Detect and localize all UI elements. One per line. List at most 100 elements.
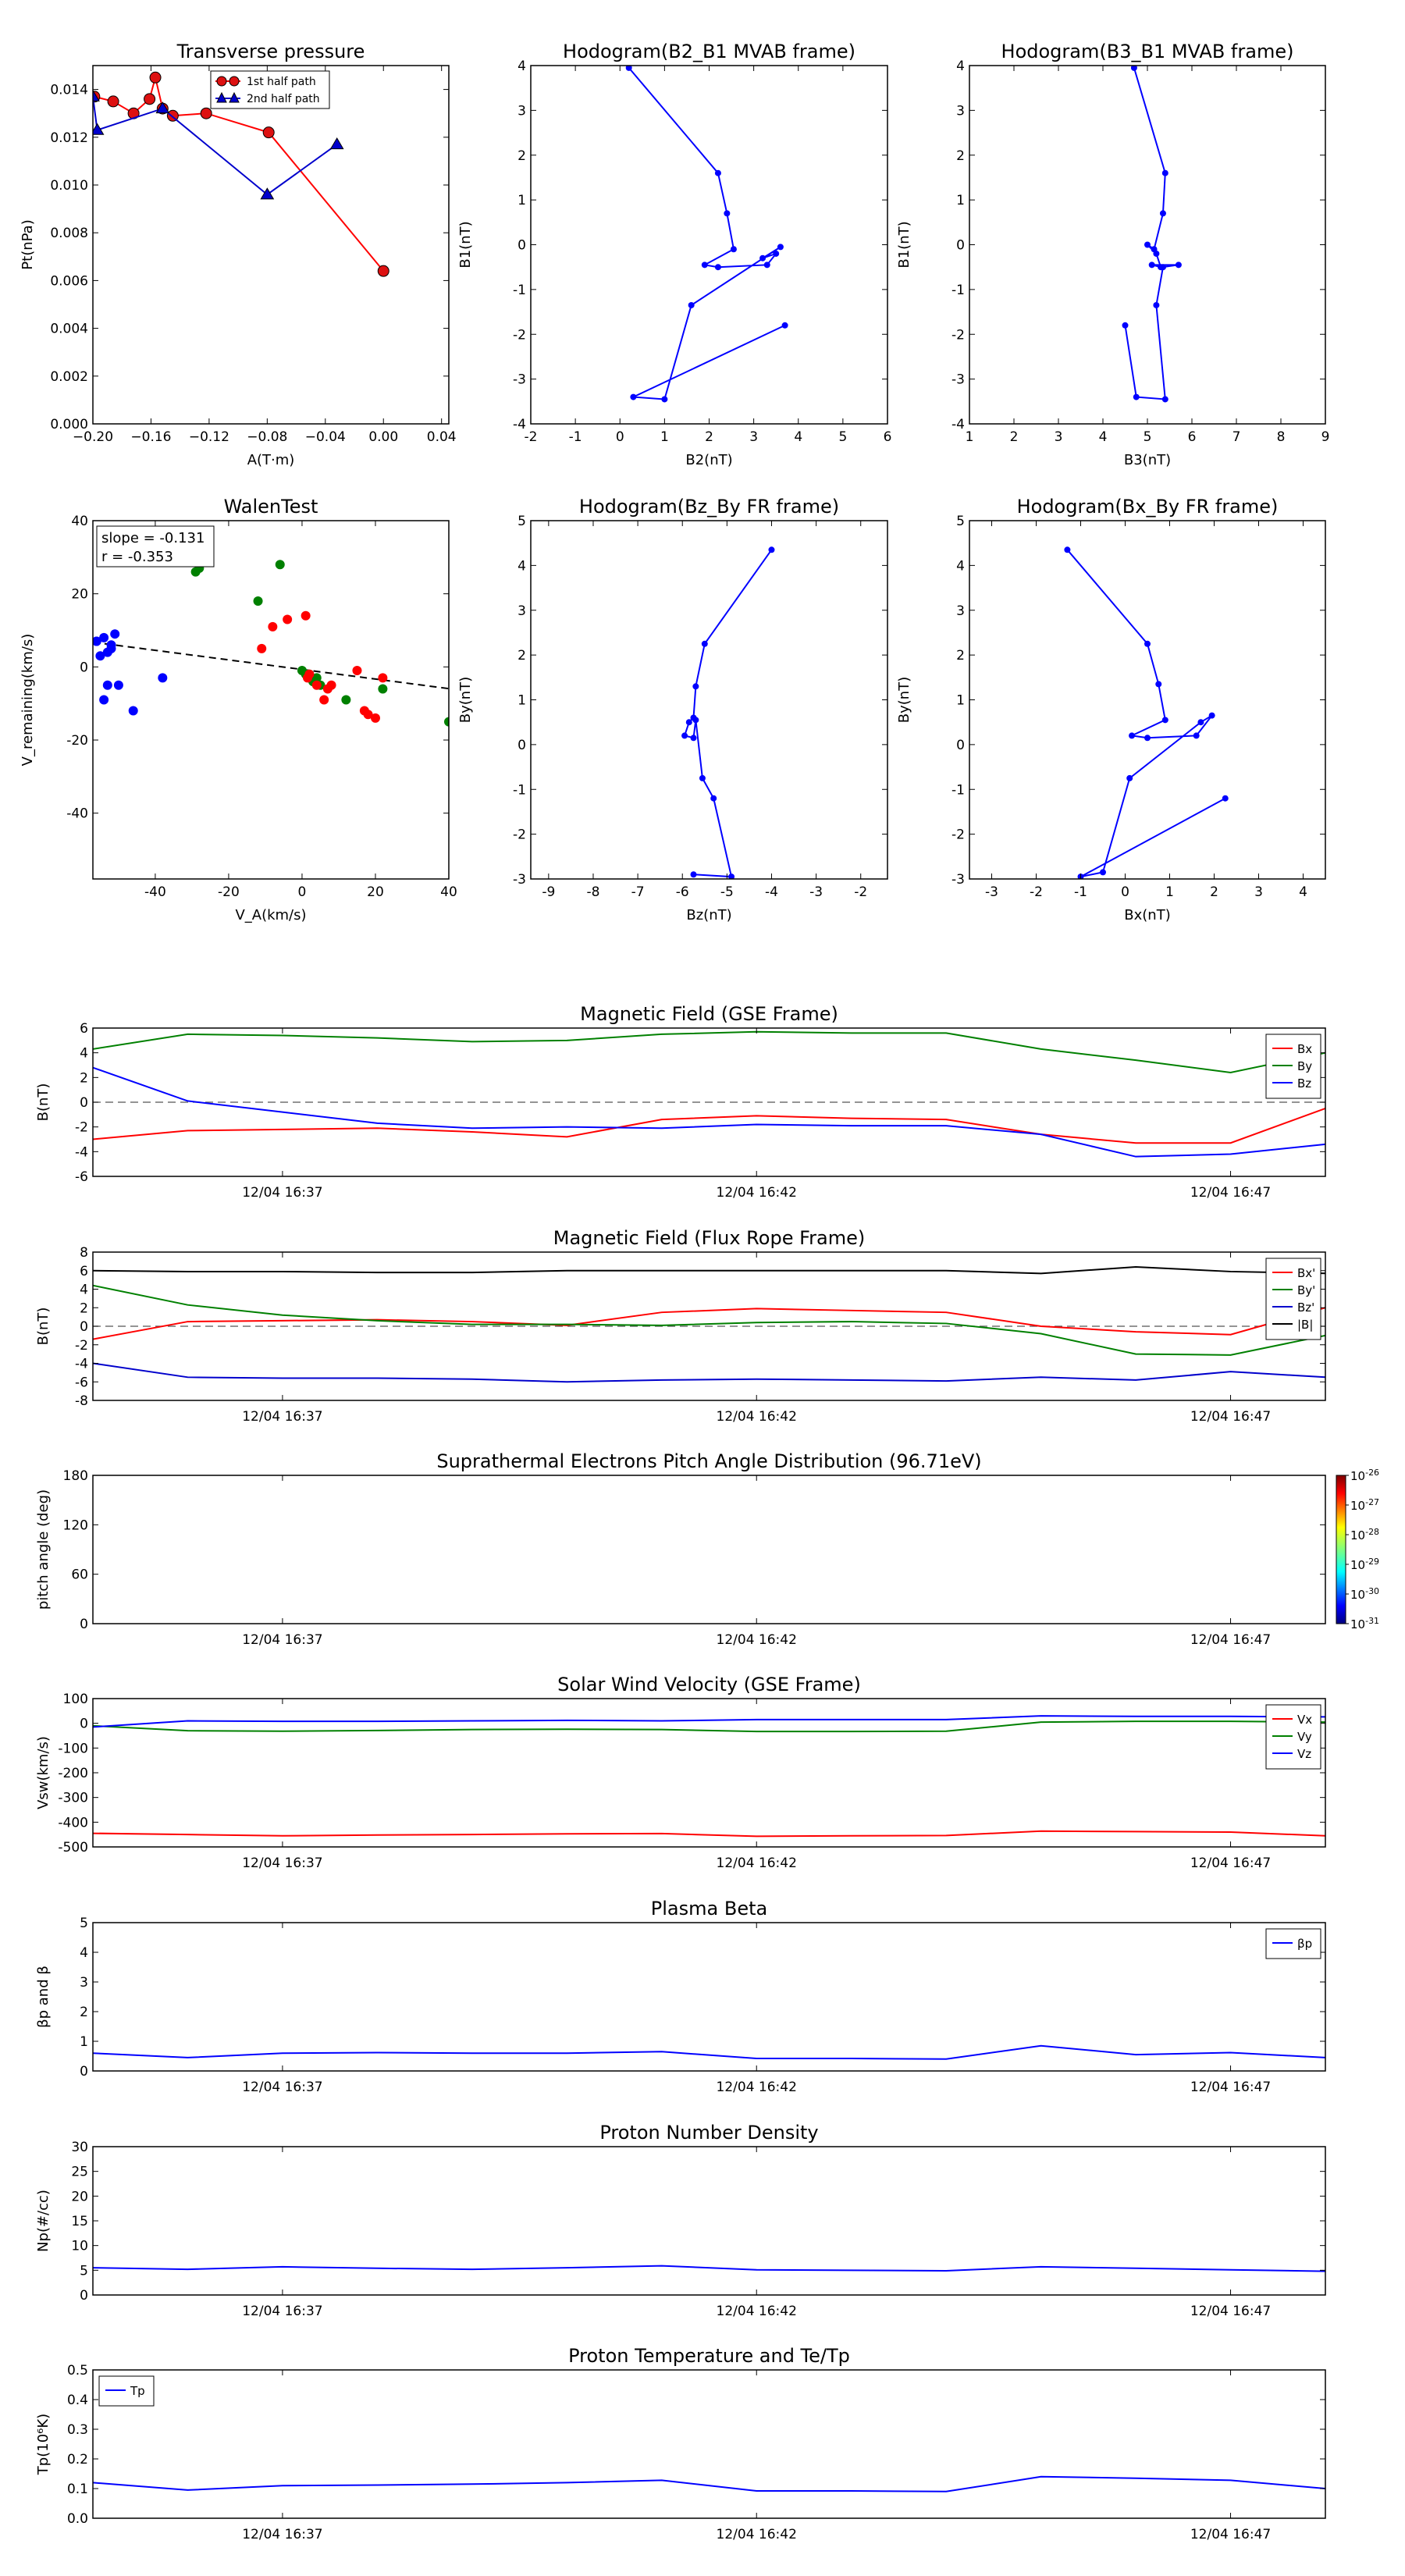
scatter-point	[102, 680, 112, 690]
time-tick-label: 12/04 16:37	[242, 2527, 322, 2542]
legend-label: βp	[1297, 1937, 1312, 1951]
y-tick-label: 4	[80, 1046, 88, 1062]
x-tick-label: 0.04	[427, 429, 457, 445]
plot-area	[93, 2265, 1325, 2272]
data-point	[690, 735, 697, 742]
annotation-frame	[96, 525, 215, 568]
legend-label: By	[1297, 1059, 1312, 1073]
series-line-Vx	[93, 1830, 1325, 1838]
x-tick-label: 4	[1299, 884, 1307, 900]
y-axis-label: By(nT)	[457, 677, 474, 723]
chart-mag_gse: -6 -4 -2 0 2 4 6 12/04 16:37 12/04 16:42 12/04 16…	[35, 1003, 1326, 1201]
x-tick-label: -5	[720, 884, 734, 900]
x-tick-label: -9	[542, 884, 555, 900]
x-tick-label: −0.08	[247, 429, 287, 445]
y-tick-label: -3	[513, 372, 526, 388]
chart-vsw: -500 -400 -300 -200 -100 0 100 12/04 16:37 12/04…	[35, 1674, 1326, 1871]
y-axis-label: pitch angle (deg)	[35, 1489, 52, 1610]
chart-title: Transverse pressure	[176, 41, 365, 62]
y-tick-label: 0.4	[67, 2393, 88, 2408]
data-point	[1144, 640, 1151, 647]
chart-title: Hodogram(B3_B1 MVAB frame)	[1001, 41, 1294, 62]
series-line-Bx'	[93, 1307, 1325, 1340]
legend-label: Vx	[1297, 1713, 1312, 1727]
data-point	[714, 169, 721, 176]
y-tick-label: -2	[75, 1338, 88, 1354]
data-point	[728, 873, 735, 879]
legend: Vx Vy Vz	[1265, 1704, 1321, 1770]
series-line-Bz'	[93, 1362, 1325, 1383]
time-tick-label: 12/04 16:37	[242, 2304, 322, 2319]
y-tick-label: -1	[951, 782, 965, 798]
y-tick-label: 4	[518, 59, 526, 74]
x-tick-label: −0.12	[189, 429, 229, 445]
colorbar-exponent: -28	[1365, 1527, 1379, 1537]
series-line-Tp	[93, 2475, 1325, 2492]
y-tick-label: 0.002	[50, 369, 88, 385]
x-tick-label: 40	[440, 884, 457, 900]
data-point	[763, 262, 770, 269]
y-axis-label: By(nT)	[896, 677, 912, 723]
series-line-Vz	[93, 1715, 1325, 1728]
plot-area	[93, 2475, 1325, 2492]
axes-frame	[92, 2146, 1326, 2296]
chart-title: Hodogram(Bx_By FR frame)	[1017, 496, 1279, 518]
data-point	[777, 244, 784, 251]
legend-label: Bz'	[1297, 1300, 1314, 1315]
y-tick-label: -2	[951, 827, 965, 843]
plot-area	[1122, 66, 1182, 403]
y-tick-label: -100	[58, 1741, 88, 1756]
chart-h4: -3 -2 -1 0 1 2 3 4 -3 -2 -1 0 1 2 3 4 5 Hodogram(Bx_By FR…	[896, 496, 1326, 923]
y-tick-label: -2	[513, 827, 526, 843]
y-tick-label: 0	[518, 738, 526, 753]
data-point	[625, 66, 632, 71]
legend-marker	[216, 91, 227, 103]
legend: Bx By Bz	[1265, 1034, 1321, 1099]
time-tick-label: 12/04 16:47	[1190, 1632, 1271, 1648]
x-tick-label: -40	[144, 884, 166, 900]
legend: Tp	[98, 2375, 155, 2407]
y-tick-label: 0	[80, 2064, 88, 2080]
chart-title: Proton Temperature and Te/Tp	[568, 2345, 850, 2367]
scatter-point	[304, 669, 315, 679]
colorbar-exponent: -30	[1365, 1586, 1379, 1596]
triangle-marker	[155, 101, 170, 114]
data-point	[1159, 264, 1166, 271]
series-line-1	[94, 77, 385, 272]
data-point	[1175, 262, 1182, 269]
x-axis-label: A(T·m)	[247, 452, 295, 468]
y-tick-label: 0.0	[67, 2511, 88, 2527]
scatter-point	[311, 673, 322, 683]
data-point	[701, 640, 708, 647]
x-tick-label: -8	[586, 884, 599, 900]
colorbar-base: 10	[1350, 1469, 1365, 1483]
y-tick-label: 0.3	[67, 2422, 88, 2438]
x-tick-label: -4	[765, 884, 778, 900]
x-tick-label: 3	[1055, 429, 1063, 445]
x-tick-label: 2	[1010, 429, 1019, 445]
x-tick-label: -3	[985, 884, 998, 900]
y-tick-label: 0	[956, 738, 965, 753]
chart-h3: -9 -8 -7 -6 -5 -4 -3 -2 -3 -2 -1 0 1 2 3 4 5 Hodogram(Bz_…	[457, 496, 888, 923]
data-point	[1197, 719, 1204, 726]
x-tick-label: 0	[1121, 884, 1129, 900]
data-point	[690, 871, 697, 878]
y-tick-label: 0.004	[50, 322, 88, 337]
y-tick-label: 3	[956, 103, 965, 119]
data-point	[699, 774, 706, 781]
data-point	[1159, 210, 1166, 217]
legend-label: Tp	[130, 2384, 145, 2398]
colorbar-exponent: -27	[1365, 1497, 1379, 1507]
x-tick-label: 0	[616, 429, 624, 445]
data-point	[630, 393, 637, 400]
colorbar-base: 10	[1350, 1588, 1365, 1602]
y-tick-label: 4	[956, 558, 965, 574]
y-tick-label: -8	[75, 1393, 88, 1409]
data-point	[1155, 681, 1162, 688]
plot-area	[93, 1030, 1325, 1158]
x-axis-label: Bx(nT)	[1124, 907, 1170, 923]
axes-frame	[92, 1475, 1326, 1624]
legend-label: Bz	[1297, 1076, 1311, 1091]
time-tick-label: 12/04 16:37	[242, 1185, 322, 1201]
